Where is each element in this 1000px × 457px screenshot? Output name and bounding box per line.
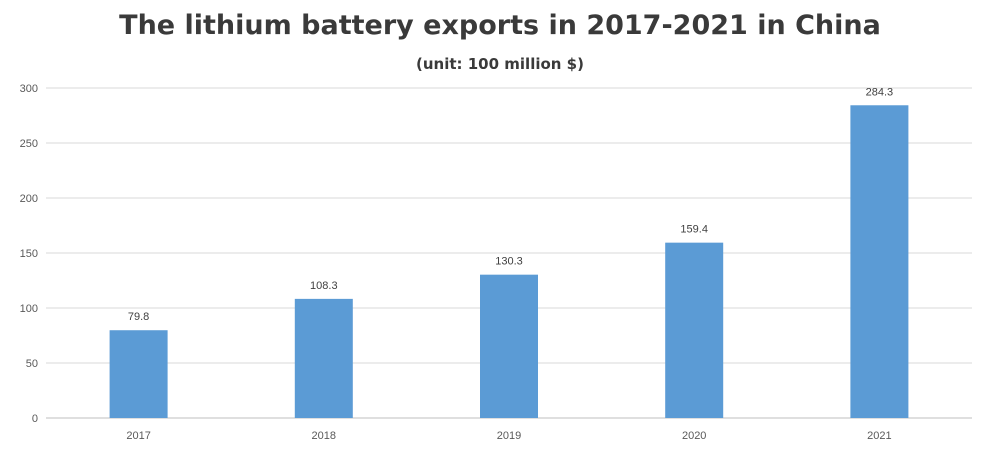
x-tick-label: 2020 [682, 430, 706, 442]
data-label: 79.8 [128, 311, 149, 323]
data-labels: 79.8 108.3 130.3 159.4 284.3 [128, 86, 893, 323]
y-tick-label: 100 [20, 303, 38, 315]
x-tick-label: 2021 [867, 430, 891, 442]
y-tick-label: 50 [26, 358, 38, 370]
bar-2019 [480, 274, 538, 418]
x-tick-label: 2018 [312, 430, 336, 442]
bar-2018 [294, 298, 353, 418]
data-label: 159.4 [680, 224, 708, 236]
y-tick-label: 150 [20, 248, 38, 260]
bars [109, 105, 909, 419]
y-tick-label: 300 [20, 83, 38, 95]
y-tick-label: 200 [20, 193, 38, 205]
bar-2021 [850, 105, 909, 419]
data-label: 284.3 [866, 86, 894, 98]
y-tick-label: 0 [32, 413, 38, 425]
data-label: 108.3 [310, 280, 338, 292]
x-tick-label: 2019 [497, 430, 521, 442]
chart-subtitle: (unit: 100 million $) [416, 55, 584, 73]
x-tick-label: 2017 [126, 430, 150, 442]
x-axis-ticks: 2017 2018 2019 2020 2021 [126, 430, 891, 442]
y-tick-label: 250 [20, 138, 38, 150]
data-label: 130.3 [495, 256, 523, 268]
bar-2017 [109, 330, 168, 418]
bar-2020 [665, 242, 724, 418]
y-axis-ticks: 0 50 100 150 200 250 300 [20, 83, 38, 425]
chart-title: The lithium battery exports in 2017-2021… [119, 10, 881, 41]
